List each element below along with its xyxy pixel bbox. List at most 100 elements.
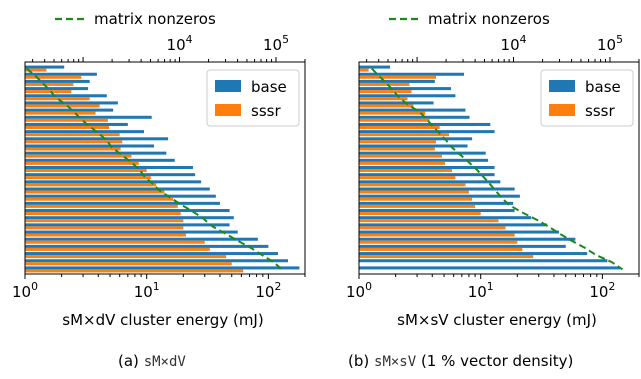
x-axis-label: sM×dV cluster energy (mJ)	[62, 311, 263, 329]
bar-sssr	[25, 226, 184, 230]
bar-base	[359, 209, 515, 213]
bar-sssr	[359, 111, 426, 115]
bar-base	[359, 151, 486, 155]
bar-base	[25, 266, 300, 270]
top-legend-label: matrix nonzeros	[94, 10, 216, 28]
bar-base	[359, 194, 520, 198]
bar-base	[25, 209, 230, 213]
bar-sssr	[25, 140, 123, 144]
bar-sssr	[25, 104, 100, 108]
caption-b-label: (b)	[348, 352, 370, 370]
bar-sssr	[25, 233, 186, 237]
bar-base	[25, 151, 167, 155]
x-tick-label: 101	[134, 280, 160, 301]
bar-sssr	[25, 183, 157, 187]
bar-sssr	[359, 147, 435, 151]
bar-base	[359, 187, 515, 191]
bar-sssr	[25, 219, 184, 223]
bar-sssr	[359, 133, 450, 137]
top-legend-label: matrix nonzeros	[428, 10, 550, 28]
bar-sssr	[359, 212, 481, 216]
bar-sssr	[359, 97, 408, 101]
bar-base	[25, 101, 118, 105]
bar-base	[359, 137, 473, 141]
bar-base	[359, 72, 465, 76]
bar-sssr	[359, 118, 430, 122]
x-tick-label: 102	[255, 280, 281, 301]
bar-sssr	[359, 104, 414, 108]
bar-base	[359, 130, 495, 134]
bar-base	[25, 180, 202, 184]
panel-b: 100 101 102 sM×sV cluster energy (mJ) 104 105…	[346, 10, 640, 329]
bar-base	[359, 252, 588, 256]
bar-base	[25, 165, 193, 169]
bar-base	[359, 101, 434, 105]
top-tick-label: 104	[167, 33, 193, 54]
x-tick-label: 100	[346, 280, 372, 301]
bar-base	[25, 108, 114, 112]
bar-sssr	[25, 262, 232, 266]
legend-swatch-sssr	[215, 104, 241, 116]
caption-b-rest: vector density)	[460, 352, 574, 370]
bar-base	[25, 137, 169, 141]
bar-base	[359, 259, 608, 263]
bar-sssr	[359, 247, 523, 251]
bar-sssr	[359, 82, 410, 86]
bar-base	[25, 94, 107, 98]
bar-base	[25, 230, 238, 234]
bar-base	[25, 223, 230, 227]
bar-sssr	[25, 111, 96, 115]
bar-base	[359, 244, 566, 248]
bar-sssr	[359, 255, 534, 259]
x-tick-label: 102	[589, 280, 615, 301]
figure: 100 101 102 sM×dV cluster energy (mJ) 104 105…	[12, 10, 640, 329]
bar-sssr	[25, 97, 90, 101]
legend-label-base: base	[251, 78, 287, 96]
bar-base	[359, 79, 435, 83]
legend-swatch-sssr	[549, 104, 575, 116]
caption-a-code: sM×dV	[143, 354, 186, 370]
bar-base	[359, 173, 495, 177]
bar-sssr	[25, 154, 132, 158]
bar-sssr	[25, 133, 120, 137]
bar-base	[359, 122, 491, 126]
bar-base	[359, 144, 468, 148]
bar-sssr	[359, 240, 518, 244]
x-tick-label: 101	[468, 280, 494, 301]
legend-swatch-base	[215, 80, 241, 92]
nonzeros-line	[25, 67, 283, 271]
bar-base	[25, 65, 65, 69]
bar-base	[25, 194, 216, 198]
bar-base	[25, 87, 89, 91]
bar-base	[25, 122, 128, 126]
caption-b-code: sM×sV	[374, 354, 417, 370]
bar-sssr	[359, 204, 476, 208]
bar-sssr	[25, 147, 121, 151]
bar-sssr	[25, 197, 174, 201]
bar-base	[359, 230, 559, 234]
bar-sssr	[25, 68, 47, 72]
bar-sssr	[359, 233, 515, 237]
x-tick-label: 100	[12, 280, 38, 301]
bar-base	[359, 65, 391, 69]
bar-sssr	[25, 269, 244, 273]
bar-sssr	[359, 219, 499, 223]
caption-b-pct: (1 %	[420, 352, 456, 370]
bar-base	[25, 252, 279, 256]
bar-sssr	[359, 197, 473, 201]
nonzeros-line	[371, 67, 624, 271]
bar-base	[25, 72, 97, 76]
top-tick-label: 105	[597, 33, 623, 54]
bar-base	[25, 115, 152, 119]
bar-base	[359, 201, 514, 205]
bar-sssr	[359, 68, 369, 72]
bar-sssr	[359, 154, 442, 158]
bar-base	[359, 237, 576, 241]
bar-base	[359, 94, 456, 98]
bar-base	[25, 216, 234, 220]
bar-sssr	[25, 212, 181, 216]
bar-base	[25, 130, 144, 134]
bar-sssr	[25, 90, 72, 94]
x-axis-label: sM×sV cluster energy (mJ)	[397, 311, 597, 329]
bar-base	[25, 187, 210, 191]
